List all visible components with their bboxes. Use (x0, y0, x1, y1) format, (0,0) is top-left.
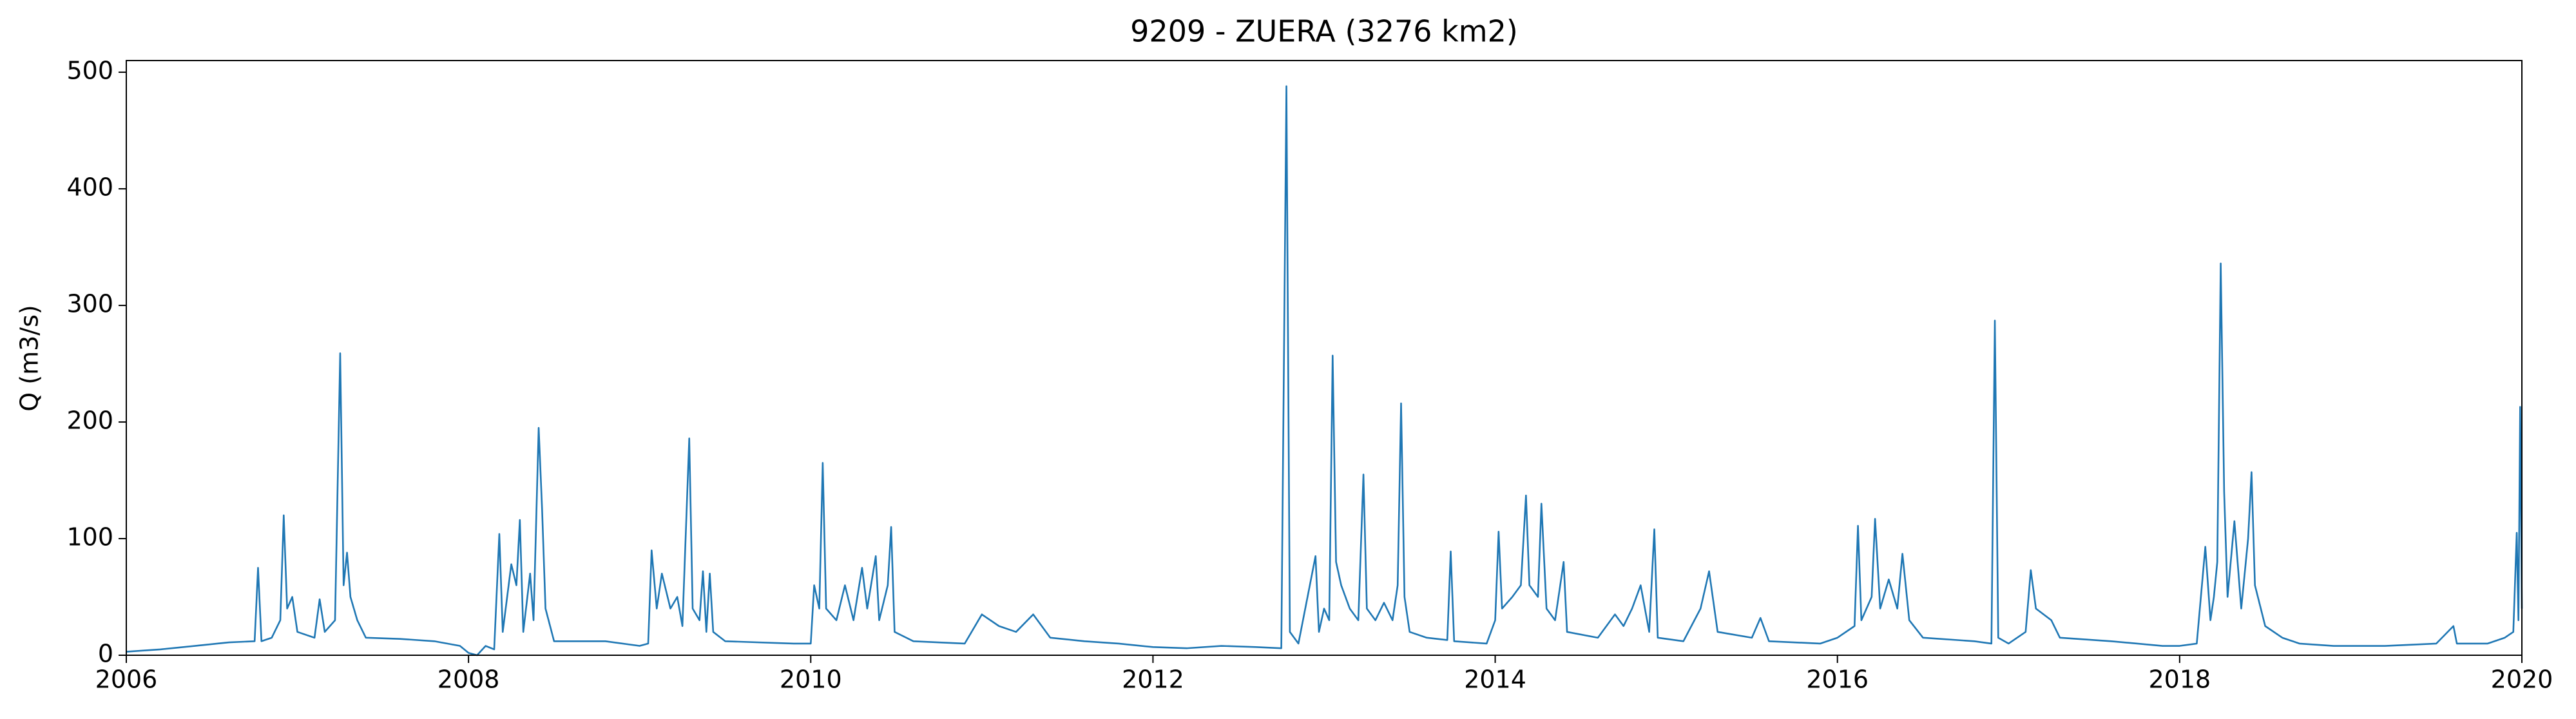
x-tick-label: 2014 (1464, 666, 1526, 694)
x-tick-label: 2018 (2148, 666, 2211, 694)
y-tick-label: 300 (66, 290, 113, 318)
y-axis-label: Q (m3/s) (15, 305, 44, 411)
y-tick-label: 100 (66, 523, 113, 551)
x-tick-label: 2020 (2491, 666, 2553, 694)
x-tick-label: 2006 (95, 666, 158, 694)
x-tick-label: 2008 (437, 666, 500, 694)
x-tick-label: 2010 (780, 666, 842, 694)
y-tick-label: 200 (66, 407, 113, 435)
plot-frame (126, 60, 2523, 656)
x-tick-label: 2016 (1806, 666, 1869, 694)
y-tick-label: 500 (66, 57, 113, 85)
series-line (126, 85, 2523, 657)
y-tick-label: 400 (66, 173, 113, 202)
y-tick-label: 0 (98, 640, 113, 668)
chart-title: 9209 - ZUERA (3276 km2) (1130, 14, 1518, 49)
x-tick-label: 2012 (1122, 666, 1184, 694)
